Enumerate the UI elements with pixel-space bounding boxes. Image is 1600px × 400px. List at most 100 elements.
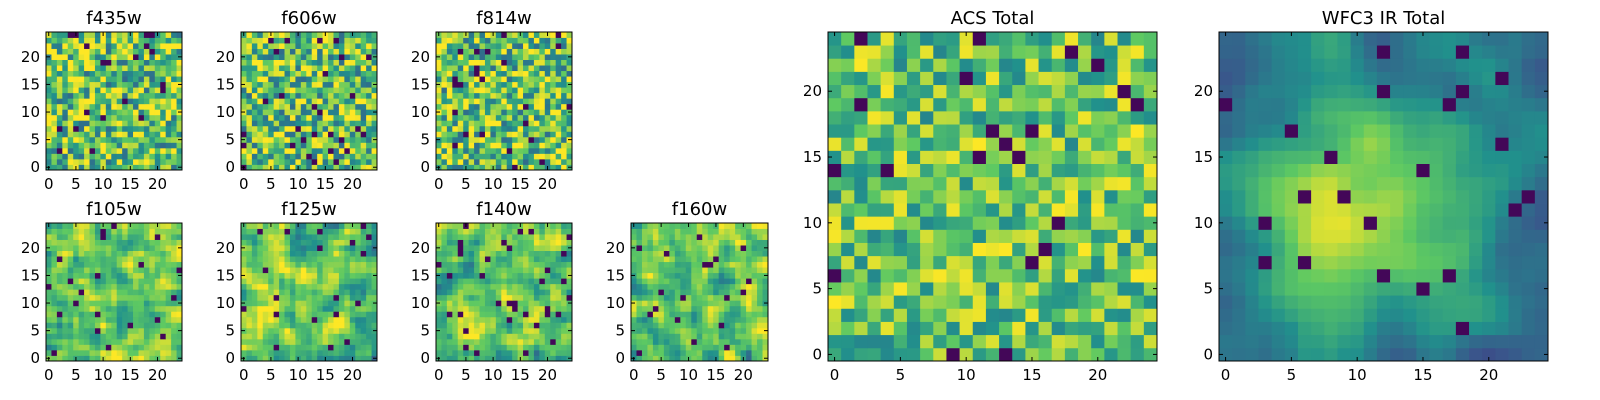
heatmap-cell: [100, 283, 107, 290]
heatmap-cell: [133, 65, 139, 72]
heatmap-cell: [279, 267, 285, 274]
heatmap-cell: [160, 322, 167, 329]
heatmap-cell: [566, 92, 573, 99]
heatmap-cell: [160, 333, 167, 340]
heatmap-cell: [880, 203, 895, 217]
heatmap-cell: [479, 164, 486, 171]
heatmap-cell: [517, 333, 524, 340]
heatmap-cell: [674, 338, 681, 345]
heatmap-cell: [669, 311, 676, 318]
heatmap-cell: [544, 289, 551, 296]
heatmap-cell: [56, 355, 63, 362]
heatmap-cell: [176, 261, 183, 268]
heatmap-cell: [751, 267, 758, 274]
heatmap-cell: [1012, 334, 1026, 349]
heatmap-cell: [149, 316, 156, 323]
heatmap-cell: [495, 245, 502, 251]
heatmap-cell: [257, 267, 264, 274]
heatmap-cell: [78, 261, 85, 268]
heatmap-cell: [631, 322, 637, 329]
heatmap-cell: [279, 125, 285, 132]
heatmap-cell: [160, 234, 167, 240]
heatmap-cell: [251, 32, 258, 38]
heatmap-cell: [566, 239, 573, 246]
heatmap-cell: [474, 349, 480, 356]
heatmap-cell: [561, 114, 567, 121]
heatmap-cell: [94, 228, 101, 235]
heatmap-cell: [241, 142, 247, 149]
heatmap-cell: [463, 37, 470, 44]
heatmap-cell: [284, 256, 291, 263]
heatmap-cell: [501, 92, 508, 99]
heatmap-cell: [452, 223, 459, 229]
heatmap-cell: [828, 163, 842, 178]
heatmap-cell: [171, 283, 177, 290]
heatmap-cell: [338, 327, 345, 334]
heatmap-cell: [349, 294, 356, 301]
heatmap-cell: [62, 103, 69, 110]
heatmap-cell: [122, 59, 128, 66]
heatmap-cell: [724, 311, 731, 318]
heatmap-cell: [262, 147, 269, 154]
heatmap-cell: [165, 239, 172, 246]
heatmap-cell: [273, 239, 280, 246]
heatmap-cell: [1078, 268, 1092, 283]
heatmap-cell: [160, 305, 167, 312]
heatmap-cell: [111, 125, 118, 132]
heatmap-cell: [257, 142, 264, 149]
heatmap-cell: [355, 272, 362, 279]
heatmap-cell: [149, 125, 156, 132]
heatmap-cell: [289, 109, 296, 116]
heatmap-cell: [561, 70, 567, 77]
heatmap-cell: [349, 349, 356, 356]
heatmap-cell: [284, 322, 291, 329]
heatmap-cell: [555, 267, 562, 274]
heatmap-cell: [295, 153, 302, 160]
heatmap-cell: [251, 333, 258, 340]
heatmap-cell: [138, 142, 145, 149]
heatmap-cell: [273, 103, 280, 110]
heatmap-cell: [171, 311, 177, 318]
heatmap-cell: [333, 300, 340, 307]
heatmap-cell: [67, 109, 74, 116]
heatmap-cell: [685, 278, 692, 285]
heatmap-cell: [751, 322, 758, 329]
heatmap-cell: [1064, 308, 1079, 322]
heatmap-cell: [251, 261, 258, 268]
heatmap-cell: [757, 316, 763, 323]
heatmap-cell: [306, 70, 313, 77]
heatmap-cell: [555, 32, 562, 38]
heatmap-cell: [452, 355, 459, 362]
heatmap-cell: [51, 153, 58, 160]
heatmap-cell: [555, 305, 562, 312]
heatmap-cell: [284, 234, 291, 240]
heatmap-cell: [691, 322, 698, 329]
heatmap-cell: [349, 250, 356, 257]
heatmap-cell: [746, 245, 752, 251]
heatmap-cell: [56, 37, 63, 44]
heatmap-cell: [317, 333, 323, 340]
heatmap-cell: [338, 98, 345, 105]
heatmap-cell: [273, 59, 280, 66]
heatmap-cell: [371, 131, 378, 138]
heatmap-cell: [631, 267, 637, 274]
heatmap-cell: [474, 65, 480, 72]
heatmap-cell: [100, 344, 107, 351]
heatmap-cell: [322, 316, 329, 323]
heatmap-cell: [446, 272, 453, 279]
heatmap-cell: [691, 344, 698, 351]
heatmap-cell: [463, 327, 470, 334]
heatmap-cell: [149, 305, 156, 312]
heatmap-cell: [647, 283, 654, 290]
heatmap-cell: [333, 76, 340, 83]
heatmap-cell: [268, 272, 275, 279]
heatmap-cell: [344, 316, 351, 323]
heatmap-cell: [1091, 295, 1105, 309]
heatmap-cell: [479, 300, 486, 307]
heatmap-cell: [867, 321, 882, 336]
heatmap-cell: [1117, 163, 1132, 178]
heatmap-cell: [366, 136, 372, 143]
heatmap-cell: [631, 261, 637, 268]
heatmap-cell: [246, 70, 253, 77]
heatmap-cell: [133, 344, 139, 351]
